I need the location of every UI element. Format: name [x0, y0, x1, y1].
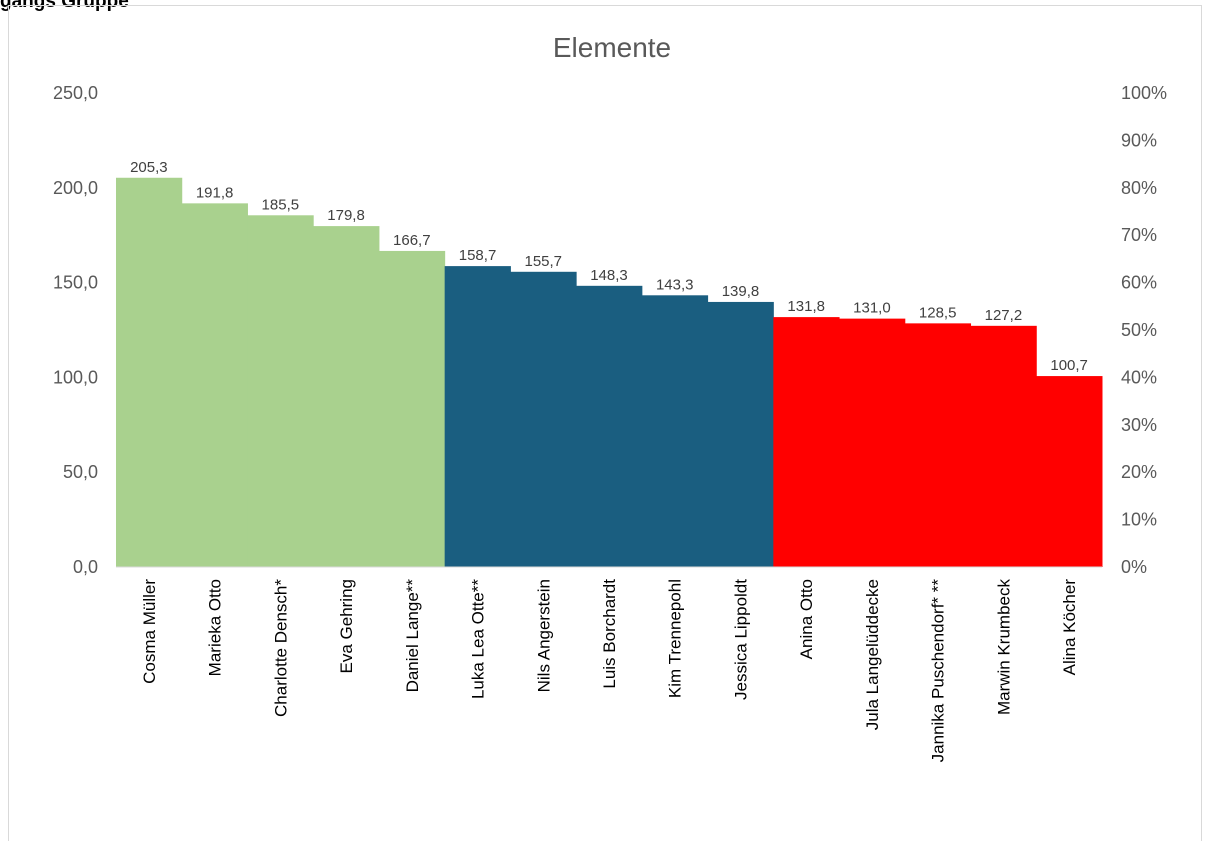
- y2-tick-label: 30%: [1121, 415, 1157, 435]
- data-label: 148,3: [590, 267, 628, 284]
- y2-tick-label: 70%: [1121, 225, 1157, 245]
- x-category-label: Cosma Müller: [140, 579, 159, 684]
- chart-frame: [8, 5, 1202, 841]
- y2-tick-label: 100%: [1121, 83, 1167, 103]
- data-label: 100,7: [1050, 357, 1088, 374]
- bar: [116, 177, 183, 567]
- y-axis-ticks: 0,0 50,0 100,0 150,0 200,0 250,0: [53, 83, 98, 577]
- y2-tick-label: 10%: [1121, 510, 1157, 530]
- data-label: 131,8: [787, 298, 825, 315]
- x-category-label: Marwin Krumbeck: [994, 579, 1013, 716]
- x-category-label: Jessica Lippoldt: [731, 579, 750, 700]
- bar: [378, 250, 446, 567]
- x-category-label: Charlotte Densch*: [271, 579, 290, 717]
- y-tick-label: 50,0: [63, 462, 98, 482]
- y2-tick-label: 60%: [1121, 273, 1157, 293]
- data-label: 166,7: [393, 232, 431, 249]
- y-tick-label: 250,0: [53, 83, 98, 103]
- bar: [1036, 376, 1103, 567]
- y2-tick-label: 20%: [1121, 462, 1157, 482]
- bar: [839, 318, 906, 567]
- bar: [444, 266, 511, 567]
- x-category-label: Marieka Otto: [206, 579, 225, 676]
- x-category-label: Luka Lea Otte**: [469, 579, 488, 699]
- data-label: 155,7: [524, 253, 562, 270]
- x-category-label: Kim Trennepohl: [666, 579, 685, 698]
- data-label: 205,3: [130, 159, 168, 176]
- data-label: 143,3: [656, 276, 694, 293]
- y2-axis-ticks: 0% 10% 20% 30% 40% 50% 60% 70% 80% 90% 100%: [1121, 83, 1167, 577]
- data-label: 158,7: [459, 247, 497, 264]
- data-label: 131,0: [853, 300, 891, 317]
- partial-heading: gangs Gruppe: [0, 0, 129, 12]
- x-category-label: Luis Borchardt: [600, 579, 619, 689]
- x-category-label: Eva Gehring: [337, 579, 356, 674]
- bar: [970, 325, 1037, 567]
- y2-tick-label: 80%: [1121, 178, 1157, 198]
- data-label: 127,2: [985, 307, 1023, 324]
- y-tick-label: 0,0: [73, 557, 98, 577]
- x-axis-categories: Cosma Müller Marieka Otto Charlotte Densch…: [140, 579, 1079, 763]
- bar: [576, 285, 643, 567]
- bar: [247, 215, 314, 568]
- y-tick-label: 150,0: [53, 273, 98, 293]
- data-label: 139,8: [722, 283, 760, 300]
- x-category-label: Jannika Puschendorf* **: [929, 579, 948, 763]
- y2-tick-label: 0%: [1121, 557, 1147, 577]
- data-label: 179,8: [327, 207, 365, 224]
- y2-tick-label: 50%: [1121, 320, 1157, 340]
- data-label: 191,8: [196, 184, 234, 201]
- bar: [641, 295, 709, 567]
- bar: [510, 271, 577, 567]
- bar: [773, 317, 840, 567]
- y-tick-label: 200,0: [53, 178, 98, 198]
- bar: [181, 203, 248, 567]
- data-label: 128,5: [919, 304, 957, 321]
- y2-tick-label: 90%: [1121, 130, 1157, 150]
- bar: [313, 226, 380, 568]
- x-category-label: Jula Langelüddecke: [863, 579, 882, 730]
- x-category-label: Alina Köcher: [1060, 579, 1079, 676]
- x-category-label: Anina Otto: [797, 579, 816, 659]
- data-labels-group: 205,3 191,8 185,5 179,8 166,7 158,7 155,7 148,3…: [130, 159, 1088, 374]
- bar: [904, 323, 972, 567]
- x-category-label: Nils Angerstein: [534, 579, 553, 692]
- bar: [707, 301, 774, 567]
- bars-group: [116, 177, 1103, 568]
- data-label: 185,5: [262, 196, 300, 213]
- y2-tick-label: 40%: [1121, 367, 1157, 387]
- y-tick-label: 100,0: [53, 367, 98, 387]
- x-category-label: Daniel Lange**: [403, 579, 422, 693]
- chart-title: Elemente: [553, 32, 671, 63]
